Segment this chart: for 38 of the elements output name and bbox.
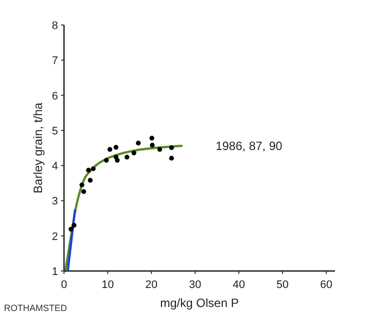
text: ROTHAMSTED bbox=[4, 303, 68, 313]
x-tick-label: 40 bbox=[232, 279, 245, 291]
point bbox=[136, 140, 141, 146]
point bbox=[68, 226, 74, 232]
point bbox=[114, 144, 118, 150]
point bbox=[90, 166, 96, 172]
y-tick-label: 3 bbox=[52, 196, 58, 208]
point bbox=[72, 222, 76, 228]
x-tick-label: 10 bbox=[102, 279, 114, 291]
y-tick-label: 6 bbox=[52, 90, 58, 102]
y-tick-label: 2 bbox=[52, 230, 58, 243]
x-tick-label: 20 bbox=[145, 279, 158, 291]
point bbox=[80, 182, 84, 188]
point bbox=[157, 147, 162, 152]
point bbox=[114, 158, 120, 163]
point bbox=[149, 136, 154, 141]
point bbox=[107, 147, 112, 152]
point bbox=[86, 168, 91, 173]
x-tick-label: 60 bbox=[320, 279, 332, 291]
point bbox=[81, 189, 86, 194]
point bbox=[104, 158, 109, 163]
y-tick-label: 7 bbox=[52, 55, 58, 68]
y-axis-title: Barley grain, t/ha bbox=[31, 102, 45, 194]
x-tick-label: 30 bbox=[189, 279, 202, 291]
point bbox=[150, 142, 155, 148]
point bbox=[88, 178, 93, 183]
y-tick-label: 8 bbox=[52, 20, 58, 32]
annotation: 1986, 87, 90 bbox=[216, 138, 283, 153]
point bbox=[132, 150, 136, 156]
y-tick-label: 5 bbox=[52, 125, 58, 138]
point bbox=[169, 156, 174, 161]
point bbox=[169, 145, 174, 150]
x-tick-label: 50 bbox=[276, 279, 289, 291]
y-tick-label: 4 bbox=[52, 160, 58, 173]
y-tick-label: 1 bbox=[52, 266, 58, 278]
x-tick-label: 0 bbox=[60, 279, 68, 291]
x-axis-title: mg/kg Olsen P bbox=[160, 296, 239, 310]
point bbox=[124, 154, 130, 160]
